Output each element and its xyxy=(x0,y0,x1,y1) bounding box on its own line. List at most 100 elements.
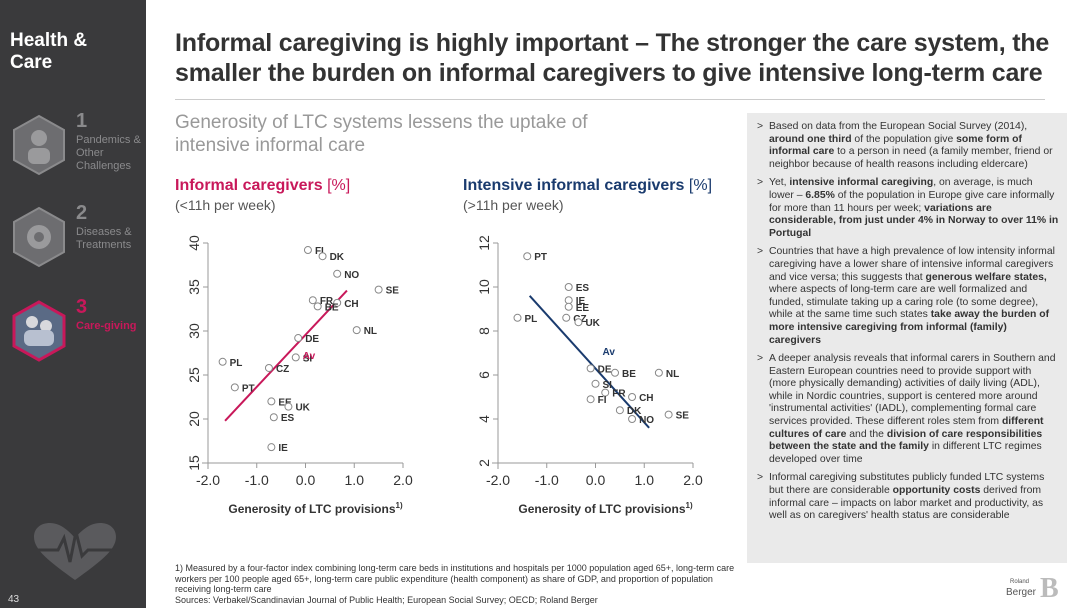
point-label: SI xyxy=(603,380,613,391)
page-title: Informal caregiving is highly important … xyxy=(175,29,1050,87)
bullet-emphasis: division of care responsibilities betwee… xyxy=(769,428,1043,453)
point-label: FI xyxy=(598,395,607,406)
right-chart-title-text: Intensive informal caregivers xyxy=(463,177,685,194)
key-findings-box: > Based on data from the European Social … xyxy=(747,113,1067,563)
point-label: PT xyxy=(242,383,255,394)
finding-bullet: > A deeper analysis reveals that informal… xyxy=(757,353,1059,466)
y-tick-label: 4 xyxy=(476,415,492,423)
bullet-emphasis: some form of informal care xyxy=(769,133,1022,158)
sidebar: Health & Care 1 Pandemics & Other Challe… xyxy=(0,0,146,608)
x-axis-label: Generosity of LTC provisions1) xyxy=(518,501,693,516)
heartbeat-icon xyxy=(30,523,120,580)
finding-bullet: > Yet, intensive informal caregiving, on … xyxy=(757,177,1059,240)
x-tick-label: -2.0 xyxy=(196,472,220,488)
point-label: CZ xyxy=(276,364,289,375)
nav-item-caregiving[interactable]: 3 Care-giving xyxy=(0,294,146,374)
bullet-emphasis: 6.85% xyxy=(805,189,835,201)
nav-item-number: 2 xyxy=(76,202,88,224)
point-label: DE xyxy=(305,334,319,345)
page-number: 43 xyxy=(8,594,20,605)
point-label: PL xyxy=(230,358,243,369)
point-label: BE xyxy=(622,369,636,380)
nav-item-number: 1 xyxy=(76,110,88,132)
data-point-de xyxy=(294,334,303,343)
data-point-ie xyxy=(267,443,276,452)
data-point-nl xyxy=(352,326,361,335)
point-label: NO xyxy=(344,270,359,281)
point-label: SI xyxy=(303,353,313,364)
point-label: DK xyxy=(627,406,642,417)
point-label: NL xyxy=(666,369,679,380)
x-tick-label: -1.0 xyxy=(535,472,559,488)
x-tick-label: 1.0 xyxy=(635,472,655,488)
data-point-pt xyxy=(523,252,532,261)
bullet-marker: > xyxy=(757,121,764,132)
nav-item-label: Diseases & Treatments xyxy=(76,226,132,251)
bullet-emphasis: around one third xyxy=(769,133,852,145)
bullet-text: A deeper analysis reveals that informal … xyxy=(769,353,1056,428)
x-tick-label: 0.0 xyxy=(586,472,606,488)
data-point-cz xyxy=(562,313,571,322)
y-tick-label: 2 xyxy=(476,459,492,467)
point-label: FR xyxy=(320,296,334,307)
nav-item-diseases[interactable]: 2 Diseases & Treatments xyxy=(0,200,146,280)
data-point-fr xyxy=(601,388,610,397)
logo-mark: B xyxy=(1040,573,1059,604)
point-label: PT xyxy=(534,252,547,263)
data-point-uk xyxy=(574,318,583,327)
point-label: Av xyxy=(603,347,616,358)
scatter-charts: 15 20 25 30 35 40 -2.0 -1.0 0.0 1.0 2.0 Generosity … xyxy=(186,235,703,516)
finding-bullet: > Informal caregiving substitutes publicl… xyxy=(757,472,1059,522)
x-tick-label: 1.0 xyxy=(345,472,365,488)
data-point-ie xyxy=(564,296,573,305)
diseases-hexagon-icon xyxy=(13,206,65,268)
bullet-emphasis: generous welfare states, xyxy=(925,271,1047,283)
point-label: NO xyxy=(639,415,654,426)
data-point-nl xyxy=(654,368,663,377)
logo-line2: Berger xyxy=(1006,587,1037,598)
data-point-dk xyxy=(615,406,624,415)
left-chart-unit: [%] xyxy=(327,177,351,194)
left-chart-title-text: Informal caregivers xyxy=(175,177,323,194)
nav-item-number: 3 xyxy=(76,296,88,318)
data-point-uk xyxy=(284,402,293,411)
data-point-cz xyxy=(264,363,273,372)
point-label: FI xyxy=(315,246,324,257)
finding-bullet: > Based on data from the European Social … xyxy=(757,121,1059,171)
data-point-es xyxy=(564,283,573,291)
point-label: FR xyxy=(612,389,626,400)
right-chart-unit: [%] xyxy=(688,177,713,194)
pandemics-hexagon-icon xyxy=(13,114,65,176)
data-point-no xyxy=(628,415,637,423)
x-axis-label-text: Generosity of LTC provisions xyxy=(228,502,395,516)
section-title: Health & Care xyxy=(10,30,88,73)
data-point-fr xyxy=(308,296,317,305)
bullet-marker: > xyxy=(757,246,764,258)
data-point-ch xyxy=(333,298,342,307)
data-point-de xyxy=(586,364,595,373)
x-axis-label: Generosity of LTC provisions1) xyxy=(228,501,403,516)
bullet-marker: > xyxy=(757,353,764,365)
point-label: NL xyxy=(364,326,377,337)
bullet-text: Informal caregiving substitutes publicly… xyxy=(769,472,1045,497)
data-point-ch xyxy=(628,393,637,401)
bullet-text: to a person in need (a family member, fr… xyxy=(769,146,1053,170)
roland-berger-logo: Roland Berger B xyxy=(1006,573,1060,604)
data-point-pt xyxy=(230,383,239,392)
title-divider xyxy=(175,99,1045,100)
x-tick-label: 2.0 xyxy=(683,472,703,488)
bullet-text: , on average, is much lower – xyxy=(769,177,1033,201)
nav-item-pandemics[interactable]: 1 Pandemics & Other Challenges xyxy=(0,108,146,188)
bullet-text: of the population give xyxy=(851,133,957,145)
point-label: PL xyxy=(525,314,538,325)
point-label: DK xyxy=(330,252,345,263)
data-point-si xyxy=(291,353,300,362)
trend-line xyxy=(224,289,348,422)
point-label: UK xyxy=(585,318,600,329)
point-label: BE xyxy=(325,302,339,313)
x-axis-label-footnote: 1) xyxy=(686,501,693,510)
data-point-be xyxy=(313,302,322,311)
bullet-text: Based on data from the European Social S… xyxy=(769,121,1028,132)
x-tick-label: 0.0 xyxy=(296,472,316,488)
x-axis-label-text: Generosity of LTC provisions xyxy=(518,502,685,516)
